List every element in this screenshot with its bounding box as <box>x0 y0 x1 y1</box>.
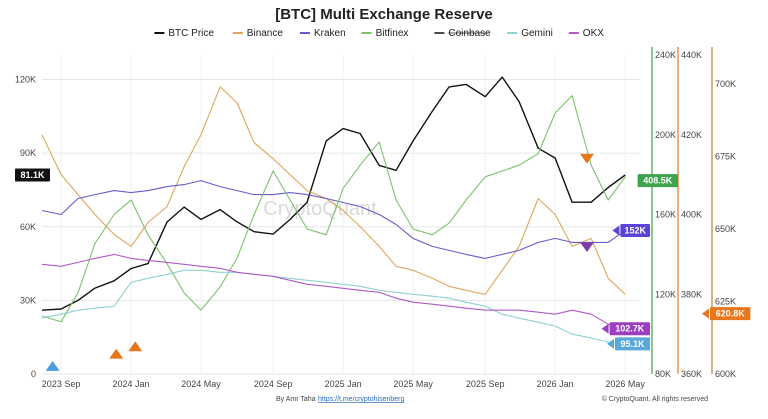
left-axis-tick: 90K <box>20 148 36 158</box>
value-badge-label: 408.5K <box>643 176 673 186</box>
signal-marker-3 <box>579 153 594 164</box>
legend-label-5[interactable]: Gemini <box>521 28 553 39</box>
right3-axis-tick: 625K <box>715 297 736 307</box>
right3-axis-tick: 675K <box>715 152 736 162</box>
right1-axis-tick: 120K <box>655 289 676 299</box>
axes-layer: 0 30K 60K 90K 120K 2023 Sep 2024 Jan 2024 May 20… <box>15 47 736 389</box>
value-badge-label: 102.7K <box>615 324 645 334</box>
footer-link[interactable]: https://t.me/cryptohisenberg <box>318 396 404 403</box>
x-axis-tick: 2025 Jan <box>325 379 362 389</box>
signal-marker-1 <box>109 348 124 359</box>
right3-axis-tick: 650K <box>715 224 736 234</box>
x-axis-tick: 2024 Sep <box>254 379 293 389</box>
value-badge-label: 81.1K <box>20 170 45 180</box>
x-axis-tick: 2023 Sep <box>42 379 81 389</box>
x-axis-tick: 2025 Sep <box>466 379 505 389</box>
left-axis-tick: 60K <box>20 222 36 232</box>
value-badge-pointer <box>702 308 709 319</box>
legend-label-0[interactable]: BTC Price <box>168 28 214 39</box>
series-line-gemini <box>41 269 626 345</box>
value-badge-bg <box>609 322 650 336</box>
signal-marker-4 <box>579 242 594 252</box>
x-axis-tick: 2026 May <box>605 379 645 389</box>
value-badge-pointer <box>612 225 620 236</box>
value-badge-2: 152K <box>612 223 650 237</box>
value-badge-bg <box>15 168 50 182</box>
right1-axis-tick: 160K <box>655 210 676 220</box>
value-badge-1: 408.5K <box>637 174 678 188</box>
value-badge-3: 102.7K <box>601 322 650 336</box>
value-badge-bg <box>615 337 650 351</box>
value-badge-0: 81.1K <box>15 168 50 182</box>
right1-axis-tick: 200K <box>655 130 676 140</box>
value-badge-pointer <box>601 323 609 334</box>
left-axis-tick: 120K <box>15 75 36 85</box>
badge-layer: 81.1K 408.5K 152K 102.7K 95.1K 620.8K <box>15 168 751 351</box>
right2-axis-tick: 400K <box>681 210 702 220</box>
series-line-binance <box>41 86 626 295</box>
right3-axis-tick: 700K <box>715 79 736 89</box>
chart-title: [BTC] Multi Exchange Reserve <box>275 6 493 23</box>
signal-marker-0 <box>45 361 60 371</box>
copyright-text: © CryptoQuant. All rights reserved <box>602 395 708 403</box>
series-line-btc-price <box>41 76 626 311</box>
signal-marker-2 <box>128 341 143 352</box>
marker-layer <box>45 153 594 371</box>
series-layer <box>41 76 626 345</box>
right1-axis-tick: 240K <box>655 50 676 60</box>
chart-legend: BTC Price Binance Kraken Bitfinex Coinbase Ge… <box>154 28 604 39</box>
legend-label-4[interactable]: Coinbase <box>448 28 491 39</box>
right2-axis-tick: 380K <box>681 289 702 299</box>
legend-label-3[interactable]: Bitfinex <box>376 28 409 39</box>
legend-label-2[interactable]: Kraken <box>314 28 346 39</box>
right2-axis-tick: 360K <box>681 369 702 379</box>
value-badge-5: 620.8K <box>702 307 751 321</box>
series-line-okx <box>41 253 626 330</box>
value-badge-4: 95.1K <box>607 337 650 351</box>
gridlines <box>42 55 640 375</box>
value-badge-label: 95.1K <box>620 339 645 349</box>
x-axis-tick: 2024 Jan <box>113 379 150 389</box>
x-axis-tick: 2024 May <box>181 379 221 389</box>
right2-axis-tick: 440K <box>681 50 702 60</box>
value-badge-label: 620.8K <box>716 309 746 319</box>
value-badge-bg <box>637 174 678 188</box>
right1-axis-tick: 80K <box>655 369 671 379</box>
footer-credit: By Amr Taha <box>276 396 316 403</box>
value-badge-pointer <box>607 338 614 349</box>
value-badge-label: 152K <box>624 225 646 235</box>
legend-label-6[interactable]: OKX <box>583 28 604 39</box>
series-line-kraken <box>41 180 626 259</box>
x-axis-tick: 2025 May <box>393 379 433 389</box>
left-axis-tick: 30K <box>20 295 36 305</box>
watermark: CryptoQuant <box>263 198 377 220</box>
left-axis-tick: 0 <box>31 369 36 379</box>
legend-label-1[interactable]: Binance <box>247 28 284 39</box>
value-badge-bg <box>710 307 751 321</box>
value-badge-bg <box>620 223 650 237</box>
series-line-bitfinex <box>41 95 626 323</box>
right2-axis-tick: 420K <box>681 130 702 140</box>
right3-axis-tick: 600K <box>715 369 736 379</box>
x-axis-tick: 2026 Jan <box>537 379 574 389</box>
